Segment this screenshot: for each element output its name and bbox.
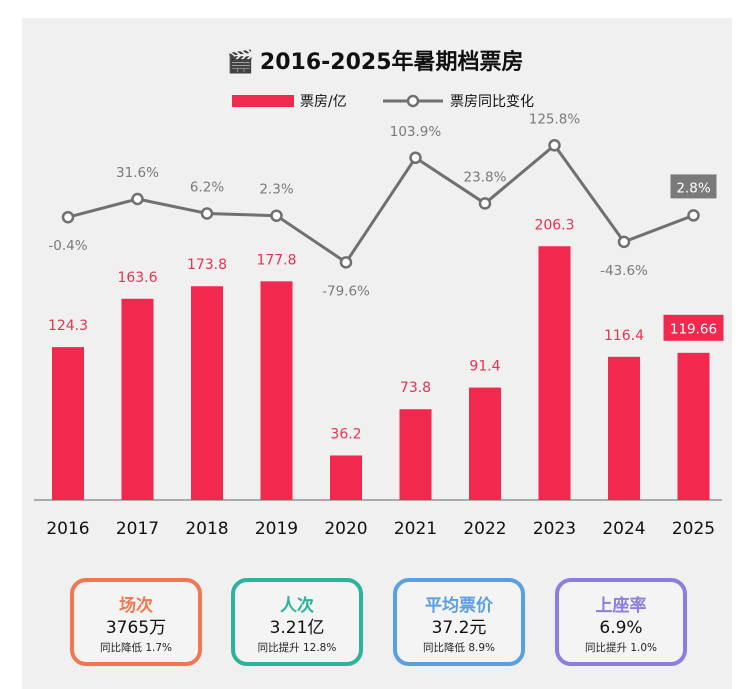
yoy-point-2018 bbox=[200, 207, 214, 220]
x-tick-label: 2018 bbox=[185, 519, 228, 539]
bar-2016 bbox=[52, 347, 84, 500]
x-tick-label: 2019 bbox=[255, 519, 298, 539]
yoy-point-2022 bbox=[478, 197, 492, 210]
stat-card-sub: 同比提升 12.8% bbox=[257, 642, 337, 654]
x-tick-label: 2021 bbox=[394, 519, 437, 539]
yoy-label: 125.8% bbox=[529, 111, 581, 127]
bar-label: 36.2 bbox=[330, 426, 361, 442]
yoy-label: 103.9% bbox=[390, 124, 442, 140]
x-tick-label: 2024 bbox=[602, 519, 645, 539]
bar-2021 bbox=[399, 409, 432, 500]
bar-2020 bbox=[330, 455, 362, 500]
x-tick-label: 2016 bbox=[46, 519, 89, 539]
bar-label: 177.8 bbox=[256, 252, 296, 268]
yoy-point-2017 bbox=[131, 192, 144, 206]
stat-card: 上座率 6.9% 同比提升 1.0% bbox=[555, 578, 687, 666]
stat-card-sub: 同比提升 1.0% bbox=[584, 642, 657, 654]
clapperboard-icon: 🎬 bbox=[226, 50, 254, 75]
stat-card: 人次 3.21亿同比提升 12.8% bbox=[231, 578, 363, 666]
yoy-point-2020 bbox=[339, 256, 353, 269]
yoy-label: -79.6% bbox=[322, 283, 370, 299]
yoy-label: 23.8% bbox=[464, 169, 507, 185]
yoy-point-2019 bbox=[270, 209, 283, 222]
bar-label-box bbox=[663, 314, 724, 341]
yoy-label: 2.3% bbox=[259, 182, 293, 198]
stat-card-title: 场次 bbox=[119, 596, 153, 616]
bar-2017 bbox=[121, 298, 154, 500]
yoy-point-2024 bbox=[617, 235, 631, 249]
stat-card-value: 37.2元 bbox=[431, 618, 487, 638]
yoy-point-2021 bbox=[409, 151, 422, 165]
legend-bar-label: 票房/亿 bbox=[300, 94, 347, 110]
bar-2023 bbox=[538, 246, 571, 500]
chart-title-text: 2016-2025年暑期档票房 bbox=[259, 50, 524, 75]
bar-label: 124.3 bbox=[48, 318, 88, 334]
stat-card-title: 人次 bbox=[280, 596, 314, 616]
yoy-point-2023 bbox=[548, 139, 561, 152]
x-tick-label: 2017 bbox=[116, 519, 159, 539]
bar-label: 73.8 bbox=[400, 380, 431, 396]
x-tick-label: 2023 bbox=[533, 519, 576, 539]
legend-line-marker bbox=[406, 94, 420, 108]
bar-label: 173.8 bbox=[187, 257, 227, 273]
yoy-point-2016 bbox=[61, 210, 75, 224]
chart-title: 🎬 2016-2025年暑期档票房 bbox=[0, 44, 750, 76]
bar-2024 bbox=[608, 356, 640, 500]
bar-label: 116.4 bbox=[604, 328, 644, 344]
bar-2025 bbox=[677, 352, 710, 500]
stat-card-title: 平均票价 bbox=[425, 596, 493, 616]
bar-label: 163.6 bbox=[117, 270, 157, 286]
yoy-line bbox=[67, 143, 695, 264]
yoy-label: 2.8% bbox=[676, 180, 710, 196]
legend-line-label: 票房同比变化 bbox=[450, 94, 534, 110]
stat-card: 场次 3765万同比降低 1.7% bbox=[70, 578, 202, 666]
yoy-label: 31.6% bbox=[116, 165, 159, 181]
stat-card-title: 上座率 bbox=[595, 596, 647, 616]
yoy-label: -43.6% bbox=[600, 263, 648, 279]
bar-label: 206.3 bbox=[534, 217, 574, 233]
stat-card-value: 6.9% bbox=[599, 618, 643, 638]
x-tick-label: 2020 bbox=[324, 519, 367, 539]
bar-label: 91.4 bbox=[469, 359, 500, 375]
yoy-label: -0.4% bbox=[48, 238, 87, 254]
yoy-label: 6.2% bbox=[190, 179, 224, 195]
stat-card-sub: 同比降低 1.7% bbox=[99, 642, 172, 654]
stat-card-value: 3765万 bbox=[105, 618, 167, 638]
stat-card-sub: 同比降低 8.9% bbox=[422, 642, 495, 654]
bar-2018 bbox=[191, 286, 223, 500]
x-tick-label: 2025 bbox=[672, 519, 715, 539]
legend-bar-swatch bbox=[232, 95, 294, 107]
stat-card: 平均票价 37.2元同比降低 8.9% bbox=[393, 578, 525, 666]
stat-card-value: 3.21亿 bbox=[269, 618, 325, 638]
chart: 票房/亿 票房同比变化 124.3 2016 163.6 2017 173.8 2018 177… bbox=[34, 94, 724, 539]
bar-label: 119.66 bbox=[670, 321, 717, 337]
yoy-label-box bbox=[670, 174, 717, 199]
x-tick-label: 2022 bbox=[463, 519, 506, 539]
bar-2019 bbox=[260, 281, 293, 500]
yoy-point-2025 bbox=[687, 209, 700, 222]
bar-2022 bbox=[469, 387, 501, 500]
